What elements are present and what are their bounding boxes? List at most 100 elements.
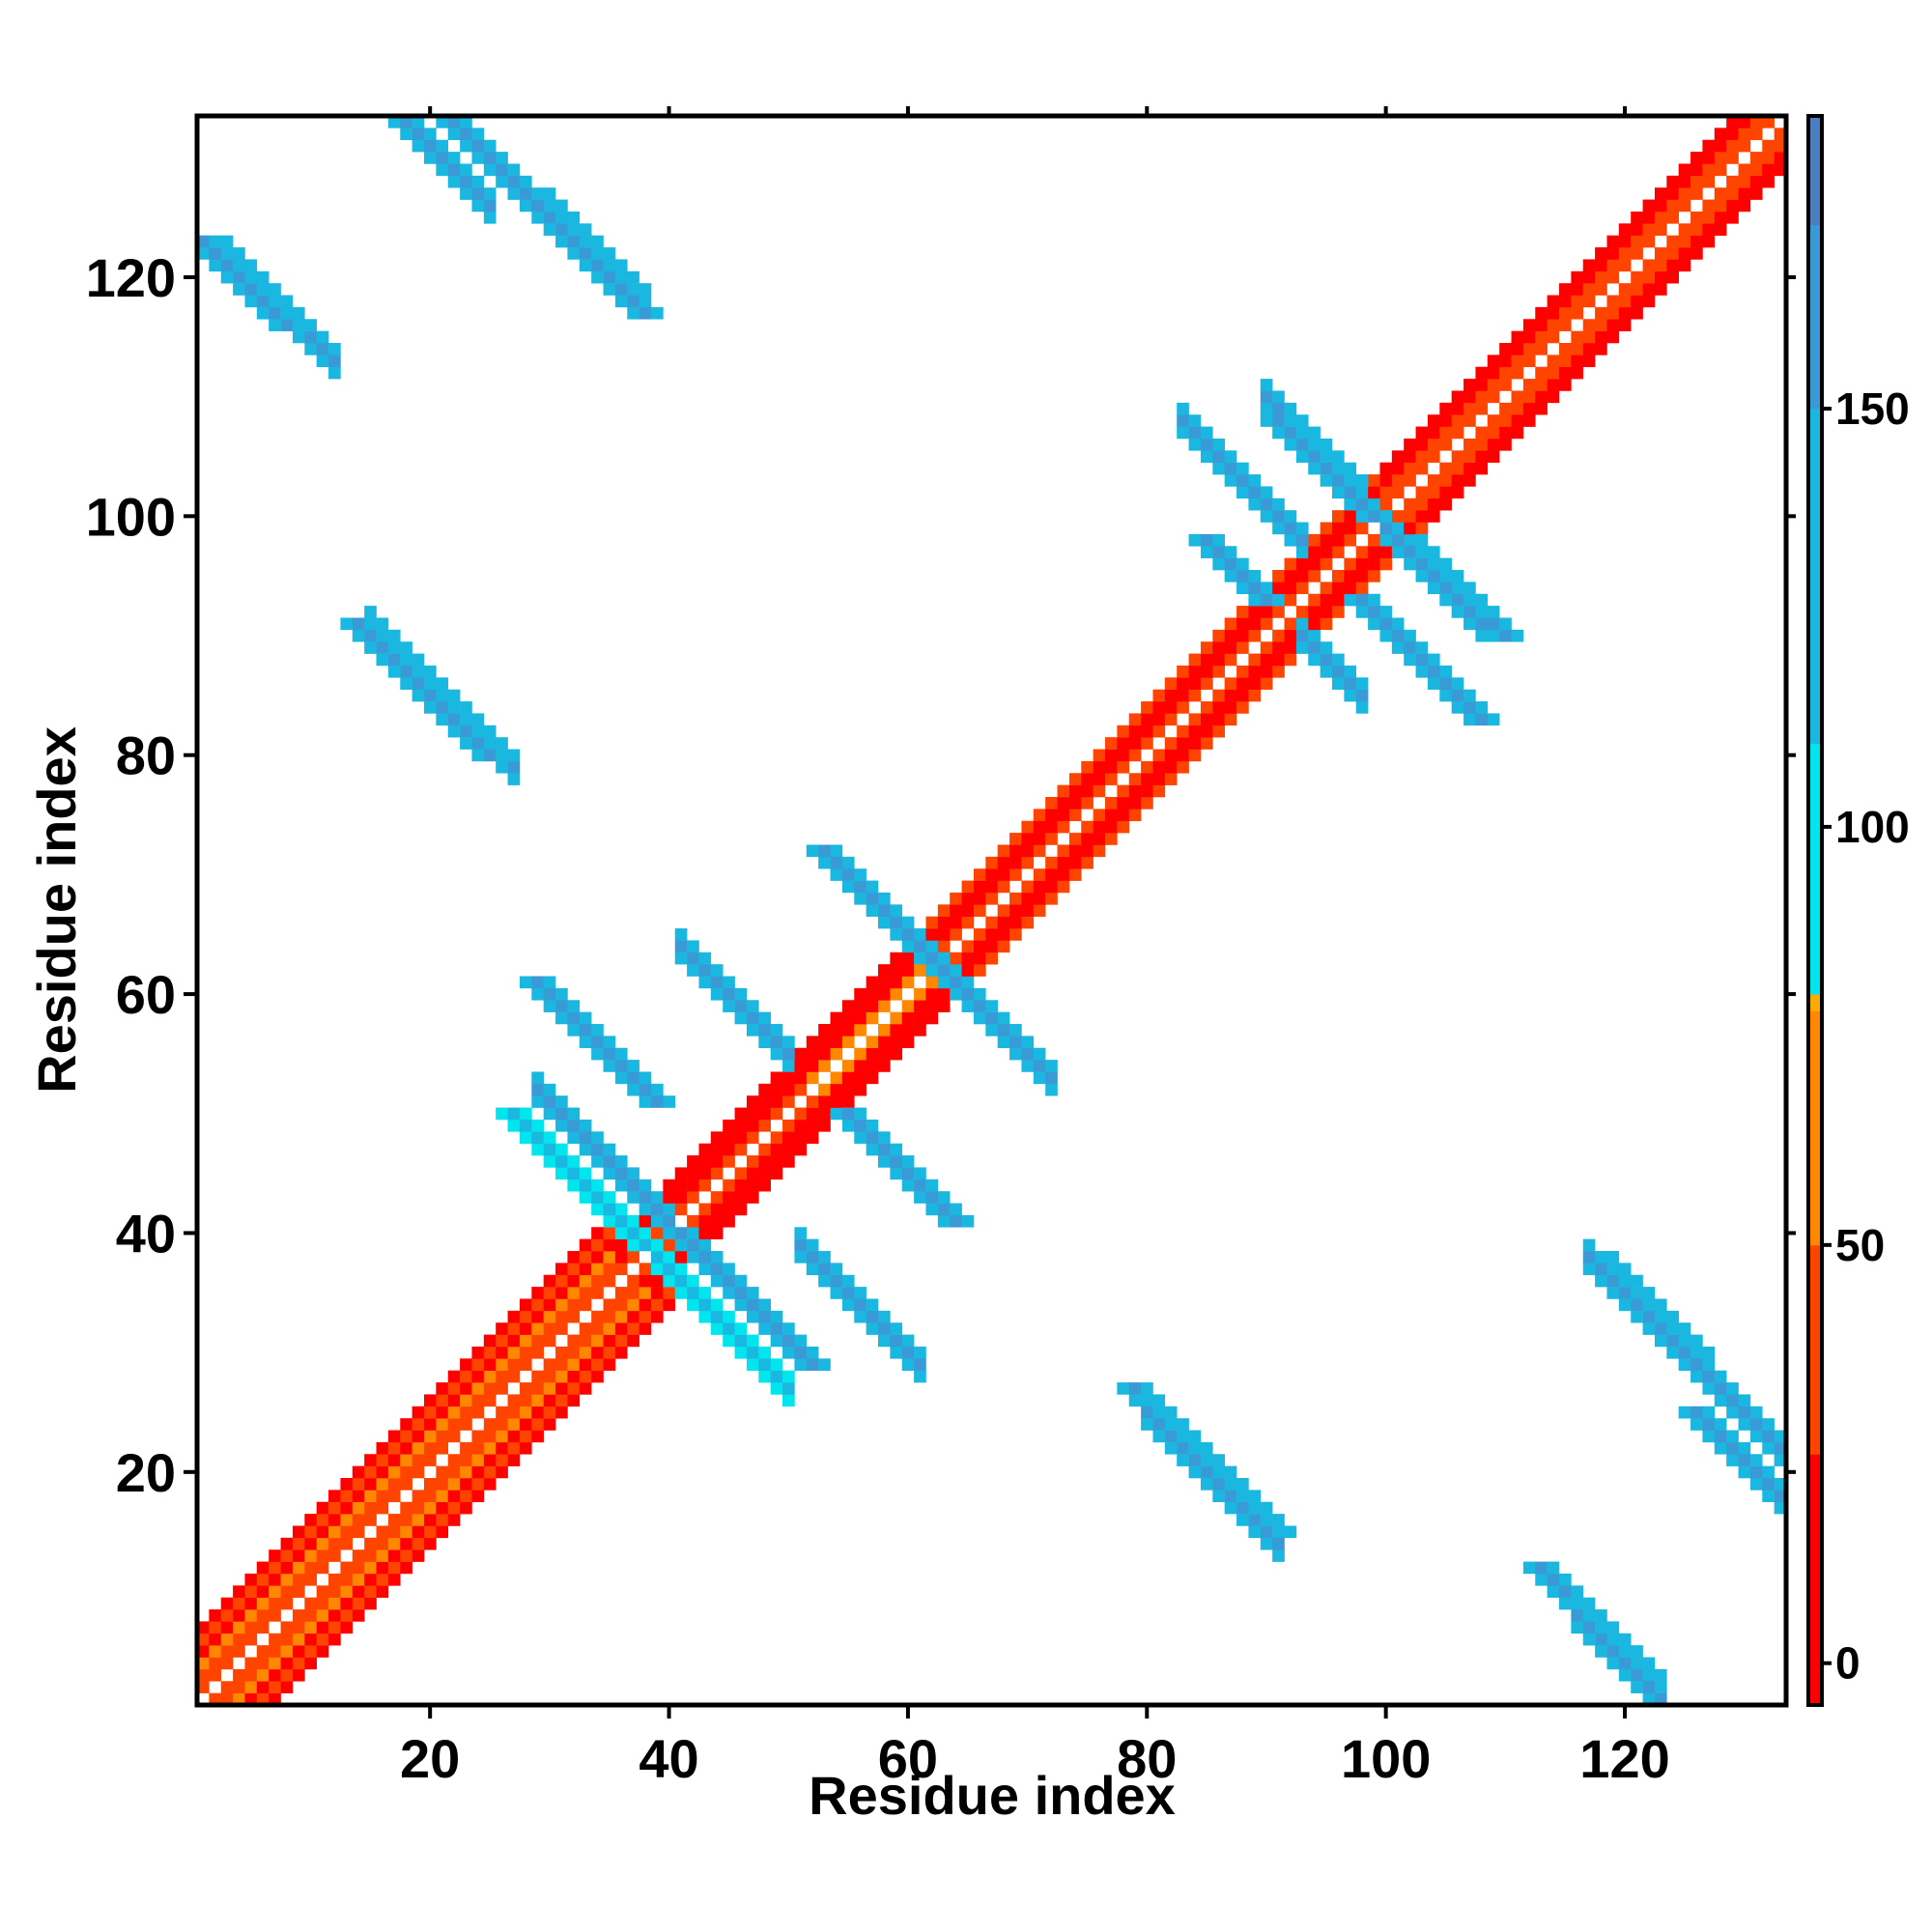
heatmap-cell [1045, 820, 1058, 834]
heatmap-cell [292, 1657, 305, 1670]
heatmap-cell [1009, 1047, 1022, 1061]
heatmap-cell [758, 1024, 771, 1037]
heatmap-cell [1224, 1465, 1237, 1479]
heatmap-cell [1308, 557, 1321, 571]
heatmap-cell [1308, 570, 1321, 582]
heatmap-cell [961, 892, 975, 905]
heatmap-cell [567, 1287, 581, 1299]
heatmap-cell [1749, 1406, 1763, 1419]
heatmap-cell [1177, 749, 1189, 762]
heatmap-cell [1057, 784, 1070, 798]
heatmap-cell [603, 1251, 616, 1264]
heatmap-cell [292, 330, 305, 344]
heatmap-cell [890, 964, 903, 977]
heatmap-cell [1224, 1501, 1237, 1515]
heatmap-cell [244, 1621, 258, 1634]
heatmap-cell [674, 952, 688, 965]
heatmap-cell [555, 1298, 568, 1312]
heatmap-cell [1045, 868, 1058, 881]
heatmap-cell [1188, 749, 1202, 762]
heatmap-cell [710, 1263, 724, 1276]
heatmap-cell [1571, 355, 1584, 368]
heatmap-cell [1344, 474, 1357, 487]
heatmap-cell [627, 1060, 639, 1072]
heatmap-cell [710, 1214, 724, 1228]
heatmap-cell [890, 1334, 903, 1348]
heatmap-cell [973, 940, 986, 953]
heatmap-cell [603, 1143, 616, 1156]
heatmap-cell [543, 211, 556, 224]
heatmap-cell [746, 1334, 759, 1348]
heatmap-cell [770, 1143, 783, 1156]
heatmap-cell [1582, 330, 1596, 344]
heatmap-cell [424, 1430, 437, 1443]
heatmap-cell [1355, 486, 1369, 499]
heatmap-cell [1582, 1251, 1596, 1264]
heatmap-cell [627, 1334, 639, 1348]
heatmap-cell [280, 1645, 294, 1658]
heatmap-cell [507, 760, 521, 774]
heatmap-cell [746, 1179, 759, 1192]
heatmap-cell [603, 1274, 616, 1288]
heatmap-cell [280, 1561, 294, 1575]
heatmap-cell [483, 187, 497, 200]
heatmap-cell [436, 1382, 449, 1395]
heatmap-cell [1714, 1430, 1727, 1443]
heatmap-cell [1487, 390, 1500, 404]
heatmap-cell [734, 1322, 748, 1335]
heatmap-cell [531, 1334, 544, 1348]
heatmap-cell [1344, 593, 1357, 607]
heatmap-cell [483, 749, 497, 762]
heatmap-cell [460, 187, 472, 200]
heatmap-cell [1547, 1573, 1560, 1586]
heatmap-cell [1762, 1430, 1775, 1443]
heatmap-cell [1714, 1394, 1727, 1407]
heatmap-cell [233, 247, 245, 260]
heatmap-cell [1164, 773, 1178, 785]
heatmap-cell [233, 1597, 245, 1610]
heatmap-cell [1618, 1668, 1632, 1682]
heatmap-cell [1642, 283, 1656, 296]
heatmap-cell [854, 1047, 867, 1061]
heatmap-cell [1093, 809, 1106, 822]
heatmap-cell [698, 976, 712, 989]
heatmap-cell [1666, 199, 1679, 213]
heatmap-cell [878, 892, 891, 905]
heatmap-cell [1595, 259, 1607, 272]
heatmap-cell [519, 1334, 532, 1348]
heatmap-cell [674, 1251, 688, 1264]
heatmap-cell [603, 1155, 616, 1168]
heatmap-cell [1188, 1465, 1202, 1479]
x-tick-label: 100 [1341, 1728, 1431, 1789]
heatmap-cell [1164, 1418, 1178, 1431]
heatmap-cell [591, 1287, 604, 1299]
heatmap-cell [471, 139, 485, 153]
heatmap-cell [1499, 426, 1512, 440]
heatmap-cell [1487, 366, 1500, 380]
heatmap-cell [663, 1251, 676, 1264]
heatmap-cell [1631, 1668, 1643, 1682]
heatmap-cell [579, 1179, 592, 1192]
heatmap-cell [841, 1274, 855, 1288]
heatmap-cell [1595, 247, 1607, 260]
heatmap-cell [1595, 1621, 1607, 1634]
heatmap-cell [1571, 1597, 1584, 1610]
heatmap-cell [1774, 1490, 1787, 1503]
heatmap-cell [1702, 1406, 1716, 1419]
heatmap-cell [220, 1597, 234, 1610]
heatmap-cell [1606, 1274, 1620, 1288]
heatmap-cell [543, 1274, 556, 1288]
heatmap-cell [878, 1060, 891, 1072]
heatmap-cell [1224, 701, 1237, 714]
heatmap-cell [1368, 570, 1380, 582]
heatmap-cell [1582, 1597, 1596, 1610]
heatmap-cell [412, 689, 425, 702]
heatmap-cell [1475, 450, 1489, 463]
heatmap-cell [292, 1645, 305, 1658]
heatmap-cell [794, 1227, 808, 1239]
heatmap-cell [1678, 259, 1691, 272]
heatmap-cell [471, 1465, 485, 1479]
heatmap-cell [1224, 570, 1237, 582]
heatmap-cell [1379, 522, 1393, 535]
heatmap-cell [1320, 557, 1333, 571]
